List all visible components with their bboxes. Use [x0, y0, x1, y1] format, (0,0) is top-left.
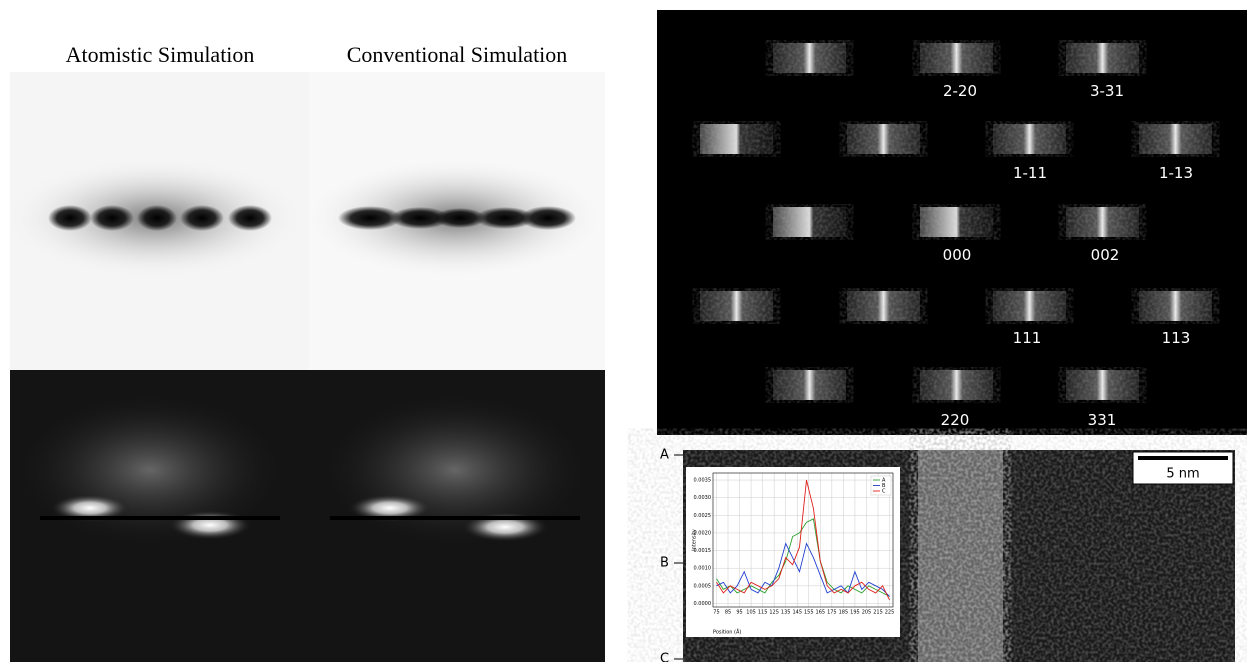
tile-noise [773, 207, 846, 237]
tile-noise [700, 124, 773, 154]
y-tick-label: 0.0015 [694, 548, 712, 554]
profile-marker: B [660, 556, 669, 571]
tile-noise [1066, 370, 1139, 400]
reflection-label: 000 [943, 246, 972, 264]
tile-noise [1066, 207, 1139, 237]
x-tick-label: 105 [746, 610, 756, 616]
y-tick-label: 0.0025 [694, 513, 712, 519]
y-tick-label: 0.0010 [694, 566, 712, 572]
x-tick-label: 175 [827, 610, 837, 616]
tile-noise [1066, 43, 1139, 73]
panel-title: Atomistic Simulation [66, 42, 255, 67]
x-axis-label: Position (Å) [713, 629, 741, 636]
panel-title: Conventional Simulation [347, 42, 568, 67]
tile-noise [1139, 291, 1212, 321]
x-tick-label: 215 [873, 610, 883, 616]
tile-noise [773, 370, 846, 400]
legend-label: C [882, 489, 886, 495]
x-tick-label: 205 [862, 610, 872, 616]
y-tick-label: 0.0035 [694, 478, 712, 484]
tile-noise [920, 43, 993, 73]
x-tick-label: 85 [725, 610, 731, 616]
tile-noise [920, 207, 993, 237]
y-tick-label: 0.0030 [694, 495, 712, 501]
simulation-images [5, 72, 605, 662]
reflection-label: 002 [1091, 246, 1120, 264]
figure: Atomistic Simulation Conventional Simula… [0, 0, 1247, 662]
reflection-label: 220 [941, 411, 970, 429]
profile-marker: C [660, 652, 669, 662]
x-tick-label: 155 [804, 610, 814, 616]
scale-bar-label: 5 nm [1166, 467, 1199, 482]
reflection-label: 111 [1013, 329, 1042, 347]
reflection-label: 331 [1088, 411, 1117, 429]
profile-image: 5 nm A B C [660, 448, 1235, 662]
tile-noise [993, 291, 1066, 321]
reflections-panel: 2-20 3-31 1-11 1-13 000 002 111 113 220 331 [657, 10, 1247, 435]
reflection-label: 3-31 [1090, 82, 1124, 100]
tile-noise [847, 124, 920, 154]
x-tick-label: 165 [816, 610, 826, 616]
tile-noise [773, 43, 846, 73]
y-tick-label: 0.0000 [694, 601, 712, 607]
x-tick-label: 95 [736, 610, 742, 616]
reflection-label: 2-20 [943, 82, 977, 100]
reflection-label: 113 [1162, 329, 1191, 347]
tile-noise [920, 370, 993, 400]
tile-noise [847, 291, 920, 321]
x-tick-label: 225 [885, 610, 895, 616]
x-tick-label: 125 [769, 610, 779, 616]
profile-marker: A [660, 448, 669, 463]
x-tick-label: 145 [792, 610, 802, 616]
tile-noise [700, 291, 773, 321]
y-tick-label: 0.0005 [694, 583, 712, 589]
y-tick-label: 0.0020 [694, 530, 712, 536]
page: {"left_panel": {"titles": ["Atomistic Si… [0, 0, 1247, 662]
reflection-label: 1-13 [1159, 164, 1193, 182]
x-tick-label: 195 [850, 610, 860, 616]
x-tick-label: 115 [758, 610, 768, 616]
reflection-label: 1-11 [1013, 164, 1047, 182]
x-tick-label: 75 [713, 610, 719, 616]
x-tick-label: 135 [781, 610, 791, 616]
tile-noise [993, 124, 1066, 154]
tile-noise [1139, 124, 1212, 154]
x-tick-label: 185 [839, 610, 849, 616]
